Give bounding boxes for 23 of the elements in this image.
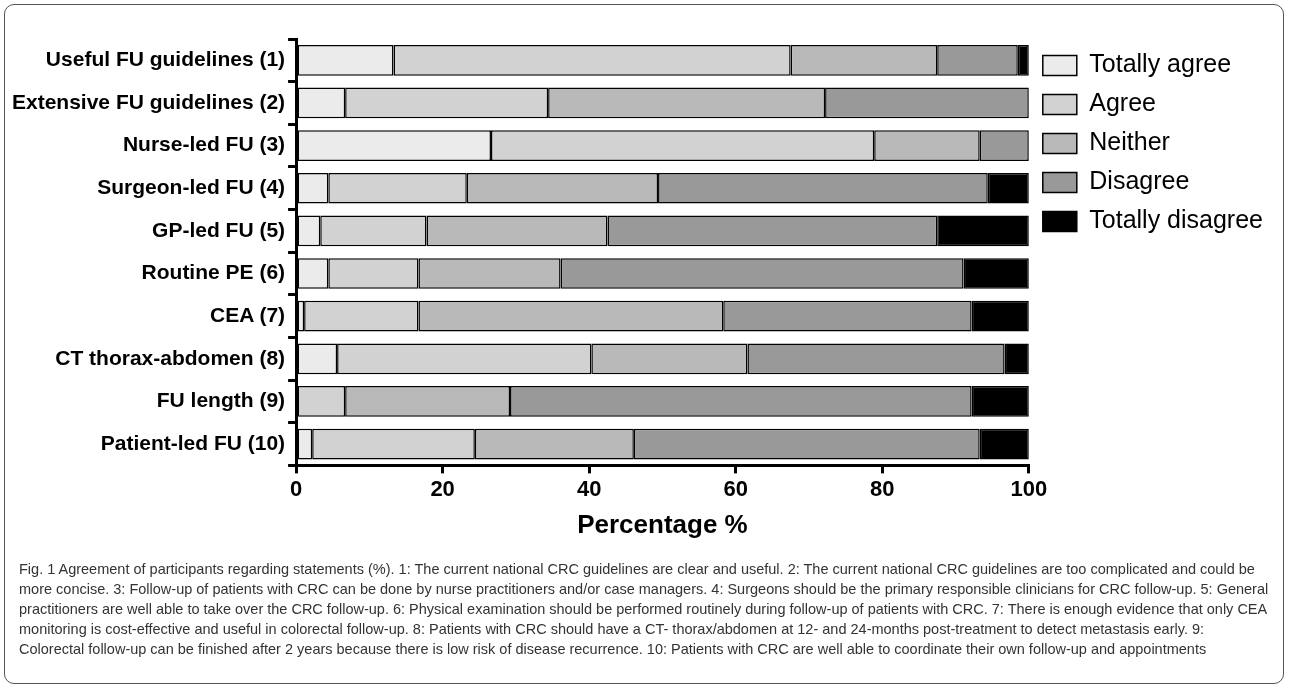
y-tick-label: Surgeon-led FU (4) [97, 175, 286, 199]
legend-label: Neither [1089, 127, 1170, 156]
x-tick-label: 100 [1010, 475, 1048, 501]
y-tick-label: Patient-led FU (10) [100, 430, 286, 454]
y-tick-label: CT thorax-abdomen (8) [55, 345, 286, 369]
y-tick-label: Extensive FU guidelines (2) [11, 89, 286, 113]
x-tick-label: 20 [430, 475, 455, 501]
y-tick-label: Useful FU guidelines (1) [45, 47, 286, 71]
y-tick-label: Nurse-led FU (3) [122, 132, 286, 156]
caption: Fig. 1 Agreement of participants regarding statements (%). 1: The current national CRC guidelines are clear and useful. 2: The current national CRC guidelines are too complicated and could be more concise. 3: Follow-up of patients with CRC can be done by nurse practitioners and/or case managers. 4: Surgeons should be the primary responsible clinicians for CRC follow-up. 5: General practitioners are well able to take over the CRC follow-up. 6: Physical examination should be performed routinely during follow-up of patients with CRC. 7: There is enough evidence that only CEA monitoring is cost-effective and useful in colorectal follow-up. 8: Patients with CRC should have a CT- thorax/abdomen at 12- and 24-months post-treatment to detect metastasis early. 9: Colorectal follow-up can be finished after 2 years because there is low risk of disease recurrence. 10: Patients with CRC are well able to coordinate their own follow-up and appointments [19, 560, 1269, 659]
legend-label: Agree [1089, 88, 1157, 117]
x-tick-label: 0 [289, 475, 303, 501]
x-tick-label: 40 [576, 475, 602, 501]
x-tick-label: 80 [870, 475, 895, 501]
x-axis-title: Percentage % [577, 508, 748, 539]
legend-label: Totally disagree [1089, 205, 1264, 234]
y-tick-label: GP-led FU (5) [152, 217, 286, 241]
legend-label: Totally agree [1089, 49, 1232, 78]
x-tick-label: 60 [723, 475, 748, 501]
legend-label: Disagree [1089, 166, 1190, 195]
y-tick-label: CEA (7) [210, 302, 286, 326]
y-tick-label: FU length (9) [156, 388, 286, 412]
y-tick-label: Routine PE (6) [141, 260, 286, 284]
